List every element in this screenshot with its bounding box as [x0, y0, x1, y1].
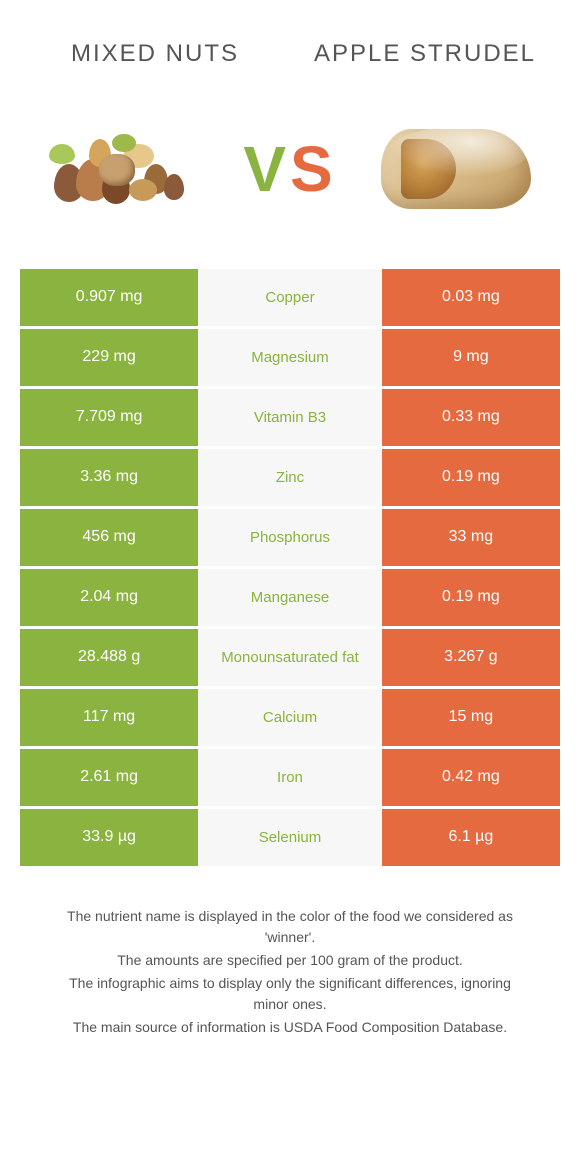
nutrient-label: Zinc: [198, 449, 382, 506]
right-value: 0.33 mg: [382, 389, 560, 446]
nutrient-row: 3.36 mgZinc0.19 mg: [20, 449, 560, 506]
footer-notes: The nutrient name is displayed in the co…: [20, 906, 560, 1038]
nutrient-row: 33.9 µgSelenium6.1 µg: [20, 809, 560, 866]
left-food-title: Mixed nuts: [20, 40, 290, 69]
nutrient-label: Copper: [198, 269, 382, 326]
vs-v: V: [243, 132, 290, 206]
vs-label: VS: [243, 132, 336, 206]
left-value: 3.36 mg: [20, 449, 198, 506]
nutrient-table: 0.907 mgCopper0.03 mg229 mgMagnesium9 mg…: [20, 269, 560, 866]
nutrient-row: 117 mgCalcium15 mg: [20, 689, 560, 746]
footer-line-3: The infographic aims to display only the…: [50, 973, 530, 1015]
nutrient-row: 7.709 mgVitamin B30.33 mg: [20, 389, 560, 446]
nutrient-label: Calcium: [198, 689, 382, 746]
images-row: VS: [20, 109, 560, 229]
left-value: 2.04 mg: [20, 569, 198, 626]
nutrient-row: 2.04 mgManganese0.19 mg: [20, 569, 560, 626]
nutrient-label: Vitamin B3: [198, 389, 382, 446]
left-value: 456 mg: [20, 509, 198, 566]
right-value: 6.1 µg: [382, 809, 560, 866]
nutrient-row: 2.61 mgIron0.42 mg: [20, 749, 560, 806]
left-value: 2.61 mg: [20, 749, 198, 806]
infographic-container: Mixed nuts Apple strudel VS: [0, 0, 580, 1038]
nutrient-row: 28.488 gMonounsaturated fat3.267 g: [20, 629, 560, 686]
right-value: 15 mg: [382, 689, 560, 746]
right-food-title: Apple strudel: [290, 40, 560, 69]
footer-line-1: The nutrient name is displayed in the co…: [50, 906, 530, 948]
nutrient-row: 456 mgPhosphorus33 mg: [20, 509, 560, 566]
left-value: 229 mg: [20, 329, 198, 386]
apple-strudel-image: [366, 109, 546, 229]
nutrient-row: 229 mgMagnesium9 mg: [20, 329, 560, 386]
right-value: 0.19 mg: [382, 449, 560, 506]
right-value: 0.19 mg: [382, 569, 560, 626]
nutrient-label: Manganese: [198, 569, 382, 626]
right-value: 0.03 mg: [382, 269, 560, 326]
vs-s: S: [290, 132, 337, 206]
nutrient-row: 0.907 mgCopper0.03 mg: [20, 269, 560, 326]
nutrient-label: Magnesium: [198, 329, 382, 386]
nutrient-label: Phosphorus: [198, 509, 382, 566]
left-value: 7.709 mg: [20, 389, 198, 446]
right-value: 9 mg: [382, 329, 560, 386]
right-value: 0.42 mg: [382, 749, 560, 806]
footer-line-4: The main source of information is USDA F…: [50, 1017, 530, 1038]
left-value: 0.907 mg: [20, 269, 198, 326]
left-value: 33.9 µg: [20, 809, 198, 866]
mixed-nuts-image: [34, 109, 214, 229]
footer-line-2: The amounts are specified per 100 gram o…: [50, 950, 530, 971]
nutrient-label: Iron: [198, 749, 382, 806]
header-row: Mixed nuts Apple strudel: [20, 40, 560, 69]
left-value: 117 mg: [20, 689, 198, 746]
right-value: 33 mg: [382, 509, 560, 566]
nutrient-label: Monounsaturated fat: [198, 629, 382, 686]
right-value: 3.267 g: [382, 629, 560, 686]
nutrient-label: Selenium: [198, 809, 382, 866]
left-value: 28.488 g: [20, 629, 198, 686]
